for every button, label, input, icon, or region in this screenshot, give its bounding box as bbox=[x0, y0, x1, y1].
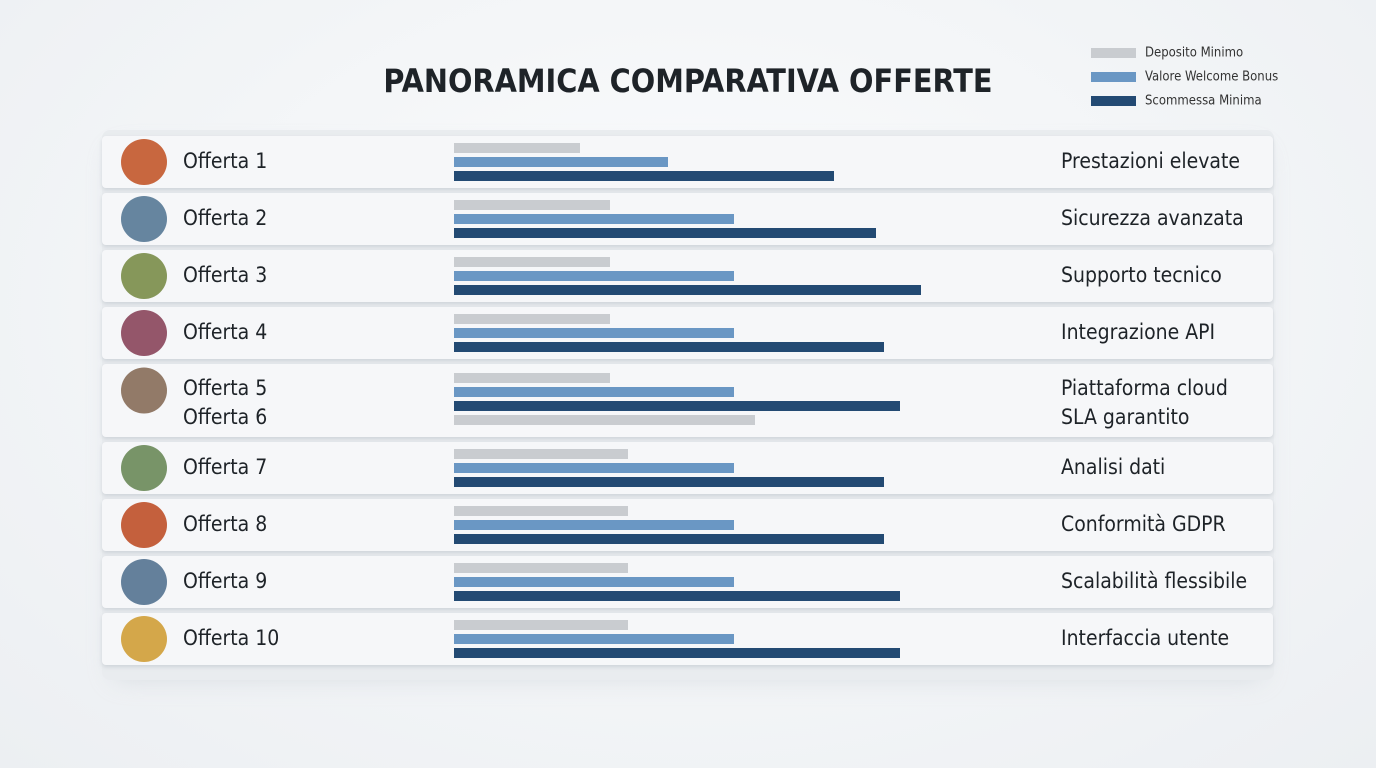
bar bbox=[454, 257, 610, 267]
legend-swatch bbox=[1091, 48, 1136, 58]
offer-card: Offerta 1 Prestazioni elevate bbox=[102, 136, 1273, 188]
bar bbox=[454, 506, 628, 516]
bar bbox=[454, 143, 580, 153]
legend-label: Scommessa Minima bbox=[1145, 94, 1262, 109]
legend-label: Deposito Minimo bbox=[1145, 46, 1243, 61]
offer-label: Offerta 4 bbox=[183, 320, 267, 344]
offer-card: Offerta 8 Conformità GDPR bbox=[102, 499, 1273, 551]
offer-card: Offerta 4 Integrazione API bbox=[102, 307, 1273, 359]
bar bbox=[454, 271, 734, 281]
offer-dot bbox=[121, 559, 167, 605]
bar bbox=[454, 200, 610, 210]
feature-label: Conformità GDPR bbox=[1061, 512, 1226, 536]
legend-swatch bbox=[1091, 96, 1136, 106]
bar bbox=[454, 157, 668, 167]
feature-label: Piattaforma cloud bbox=[1061, 376, 1228, 400]
feature-label: Analisi dati bbox=[1061, 455, 1165, 479]
offer-label: Offerta 6 bbox=[183, 405, 267, 429]
bar bbox=[454, 577, 734, 587]
offer-card: Offerta 7 Analisi dati bbox=[102, 442, 1273, 494]
offer-card: Offerta 3 Supporto tecnico bbox=[102, 250, 1273, 302]
bar bbox=[454, 415, 755, 425]
bar bbox=[454, 591, 900, 601]
bar bbox=[454, 228, 876, 238]
offer-card: Offerta 5 Piattaforma cloud Offerta 6 SLA g… bbox=[102, 364, 1273, 437]
bar bbox=[454, 328, 734, 338]
offer-label: Offerta 8 bbox=[183, 512, 267, 536]
bar bbox=[454, 214, 734, 224]
card-bg bbox=[102, 136, 1273, 188]
bar bbox=[454, 171, 834, 181]
bar bbox=[454, 534, 884, 544]
offer-card: Offerta 10 Interfaccia utente bbox=[102, 613, 1273, 665]
offer-dot bbox=[121, 367, 167, 414]
offer-dot bbox=[121, 253, 167, 299]
feature-label: Sicurezza avanzata bbox=[1061, 206, 1244, 230]
bar bbox=[454, 387, 734, 397]
bar bbox=[454, 620, 628, 630]
offer-dot bbox=[121, 616, 167, 662]
bar bbox=[454, 648, 900, 658]
bar bbox=[454, 449, 628, 459]
feature-label: Scalabilità flessibile bbox=[1061, 569, 1247, 593]
rows: Offerta 1 Prestazioni elevate Offerta 2 Sic… bbox=[102, 136, 1273, 665]
offer-label: Offerta 9 bbox=[183, 569, 267, 593]
offer-card: Offerta 9 Scalabilità flessibile bbox=[102, 556, 1273, 608]
bar bbox=[454, 342, 884, 352]
bar bbox=[454, 520, 734, 530]
bar bbox=[454, 563, 628, 573]
bar bbox=[454, 314, 610, 324]
bar bbox=[454, 373, 610, 383]
feature-label: Supporto tecnico bbox=[1061, 263, 1222, 287]
bar bbox=[454, 285, 921, 295]
offer-label: Offerta 5 bbox=[183, 376, 267, 400]
bar bbox=[454, 634, 734, 644]
offer-card: Offerta 2 Sicurezza avanzata bbox=[102, 193, 1273, 245]
legend-swatch bbox=[1091, 72, 1136, 82]
chart-title: PANORAMICA COMPARATIVA OFFERTE bbox=[383, 62, 992, 100]
offer-dot bbox=[121, 139, 167, 185]
offer-dot bbox=[121, 196, 167, 242]
legend-label: Valore Welcome Bonus bbox=[1145, 70, 1278, 85]
card-bg bbox=[102, 364, 1273, 437]
offer-dot bbox=[121, 310, 167, 356]
offer-label: Offerta 3 bbox=[183, 263, 267, 287]
feature-label: Interfaccia utente bbox=[1061, 626, 1229, 650]
offer-dot bbox=[121, 502, 167, 548]
offer-label: Offerta 10 bbox=[183, 626, 279, 650]
offer-label: Offerta 2 bbox=[183, 206, 267, 230]
offer-label: Offerta 7 bbox=[183, 455, 267, 479]
bar bbox=[454, 477, 884, 487]
bar bbox=[454, 401, 900, 411]
feature-label: Prestazioni elevate bbox=[1061, 149, 1240, 173]
offer-dot bbox=[121, 445, 167, 491]
offer-label: Offerta 1 bbox=[183, 149, 267, 173]
feature-label: Integrazione API bbox=[1061, 320, 1215, 344]
bar bbox=[454, 463, 734, 473]
legend: Deposito Minimo Valore Welcome Bonus Scomm… bbox=[1091, 46, 1278, 109]
feature-label: SLA garantito bbox=[1061, 405, 1189, 429]
